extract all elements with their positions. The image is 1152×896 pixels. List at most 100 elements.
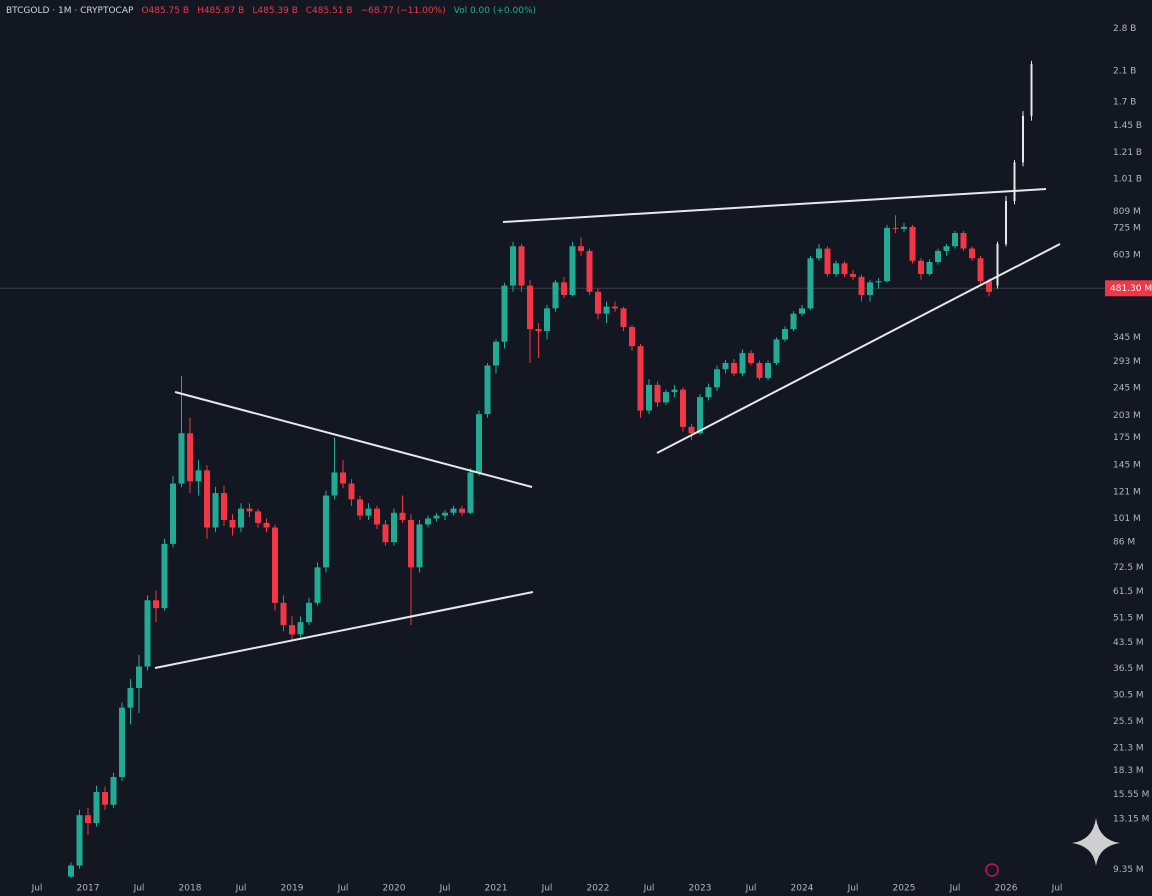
candle-body — [144, 600, 151, 667]
y-tick-label: 1.21 B — [1113, 148, 1142, 158]
x-tick-label: 2020 — [383, 884, 406, 894]
candle-body — [952, 233, 958, 247]
candle-body — [612, 306, 618, 309]
y-tick-label: 21.3 M — [1113, 743, 1144, 753]
x-tick-label: Jul — [847, 884, 859, 894]
candle-body — [272, 527, 278, 603]
x-tick-label: 2026 — [995, 884, 1018, 894]
candle-body — [76, 815, 83, 866]
y-tick-label: 36.5 M — [1113, 664, 1144, 674]
candle-body — [697, 397, 703, 434]
header-item: −68.77 (−11.00%) — [361, 6, 446, 16]
y-tick-label: 121 M — [1113, 487, 1141, 497]
x-tick-label: Jul — [643, 884, 655, 894]
y-tick-label: 175 M — [1113, 433, 1141, 443]
candle-body — [875, 281, 882, 283]
x-tick-label: 2023 — [689, 884, 712, 894]
y-tick-label: 725 M — [1113, 223, 1141, 233]
candle-body — [850, 274, 856, 277]
replay-icon[interactable] — [985, 863, 999, 877]
candle-body — [833, 263, 839, 275]
x-tick-label: Jul — [1051, 884, 1063, 894]
candle-body — [824, 248, 831, 275]
candle-body — [255, 511, 261, 523]
y-tick-label: 345 M — [1113, 333, 1141, 343]
y-tick-label: 145 M — [1113, 461, 1141, 471]
candle-body — [773, 339, 780, 363]
x-tick-label: 2022 — [587, 884, 610, 894]
candle-body — [391, 512, 397, 543]
trend-line — [174, 391, 533, 488]
candle-body — [510, 246, 516, 286]
candle-body — [688, 426, 695, 434]
candle-body — [161, 543, 168, 609]
candle-body — [671, 389, 678, 393]
x-tick-label: Jul — [337, 884, 349, 894]
candle-body — [136, 666, 142, 688]
y-tick-label: 61.5 M — [1113, 587, 1144, 597]
candle-body — [909, 226, 916, 261]
candle-body — [493, 341, 499, 366]
candle-body — [731, 362, 737, 374]
sparkle-icon[interactable] — [1072, 818, 1120, 866]
candle-body — [110, 776, 117, 805]
candle-body — [476, 414, 482, 473]
x-tick-label: Jul — [31, 884, 43, 894]
candle-body — [450, 508, 457, 513]
candle-body — [926, 262, 933, 275]
x-tick-label: 2019 — [281, 884, 304, 894]
candle-body — [399, 512, 406, 520]
candle-body — [238, 508, 244, 528]
candle-body — [374, 508, 380, 525]
y-tick-label: 293 M — [1113, 357, 1141, 367]
x-tick-label: 2021 — [485, 884, 508, 894]
candle-body — [935, 250, 941, 263]
candle-body — [748, 353, 754, 363]
candle-body — [901, 226, 907, 229]
y-tick-label: 203 M — [1113, 411, 1141, 421]
candle-body — [714, 369, 720, 388]
y-tick-label: 101 M — [1113, 514, 1141, 524]
candle-body — [280, 602, 287, 626]
candle-body — [323, 495, 329, 568]
candle-body — [212, 493, 219, 528]
candle-body — [799, 308, 805, 314]
candle-body — [977, 258, 984, 282]
candle-body — [603, 306, 610, 314]
x-tick-label: Jul — [541, 884, 553, 894]
candle-body — [680, 389, 686, 427]
candle-body — [340, 472, 346, 484]
candle-body — [127, 687, 134, 708]
y-tick-label: 2.8 B — [1113, 24, 1136, 34]
candle-body — [620, 308, 627, 328]
candle-body — [586, 250, 593, 292]
candle-body — [790, 313, 797, 330]
candle-body — [892, 227, 899, 229]
candle-body — [204, 470, 210, 528]
candle-body — [782, 329, 788, 340]
candle-body — [1030, 64, 1033, 116]
header-item: BTCGOLD · 1M · CRYPTOCAP — [6, 6, 134, 16]
y-tick-label: 1.45 B — [1113, 121, 1142, 131]
candle-body — [433, 515, 440, 519]
candle-body — [858, 276, 865, 295]
candle-body — [467, 472, 474, 513]
y-tick-label: 1.7 B — [1113, 98, 1136, 108]
axes: 2.8 B 2.1 B 1.7 B 1.45 B 1.21 B 1.01 B 809 M 72… — [31, 24, 1152, 894]
header-item: O485.75 B — [141, 6, 189, 16]
y-tick-label: 72.5 M — [1113, 563, 1144, 573]
candle-body — [943, 246, 950, 251]
candle-body — [297, 622, 304, 635]
header-item: L485.39 B — [252, 6, 297, 16]
x-tick-label: 2024 — [791, 884, 814, 894]
y-tick-label: 1.01 B — [1113, 174, 1142, 184]
header-item: Vol 0.00 (+0.00%) — [454, 6, 536, 16]
candle-body — [119, 707, 125, 777]
candle-body — [918, 260, 924, 275]
candle-body — [996, 243, 999, 286]
y-tick-label: 43.5 M — [1113, 638, 1144, 648]
candle-body — [816, 248, 822, 259]
candle-body — [969, 248, 975, 259]
